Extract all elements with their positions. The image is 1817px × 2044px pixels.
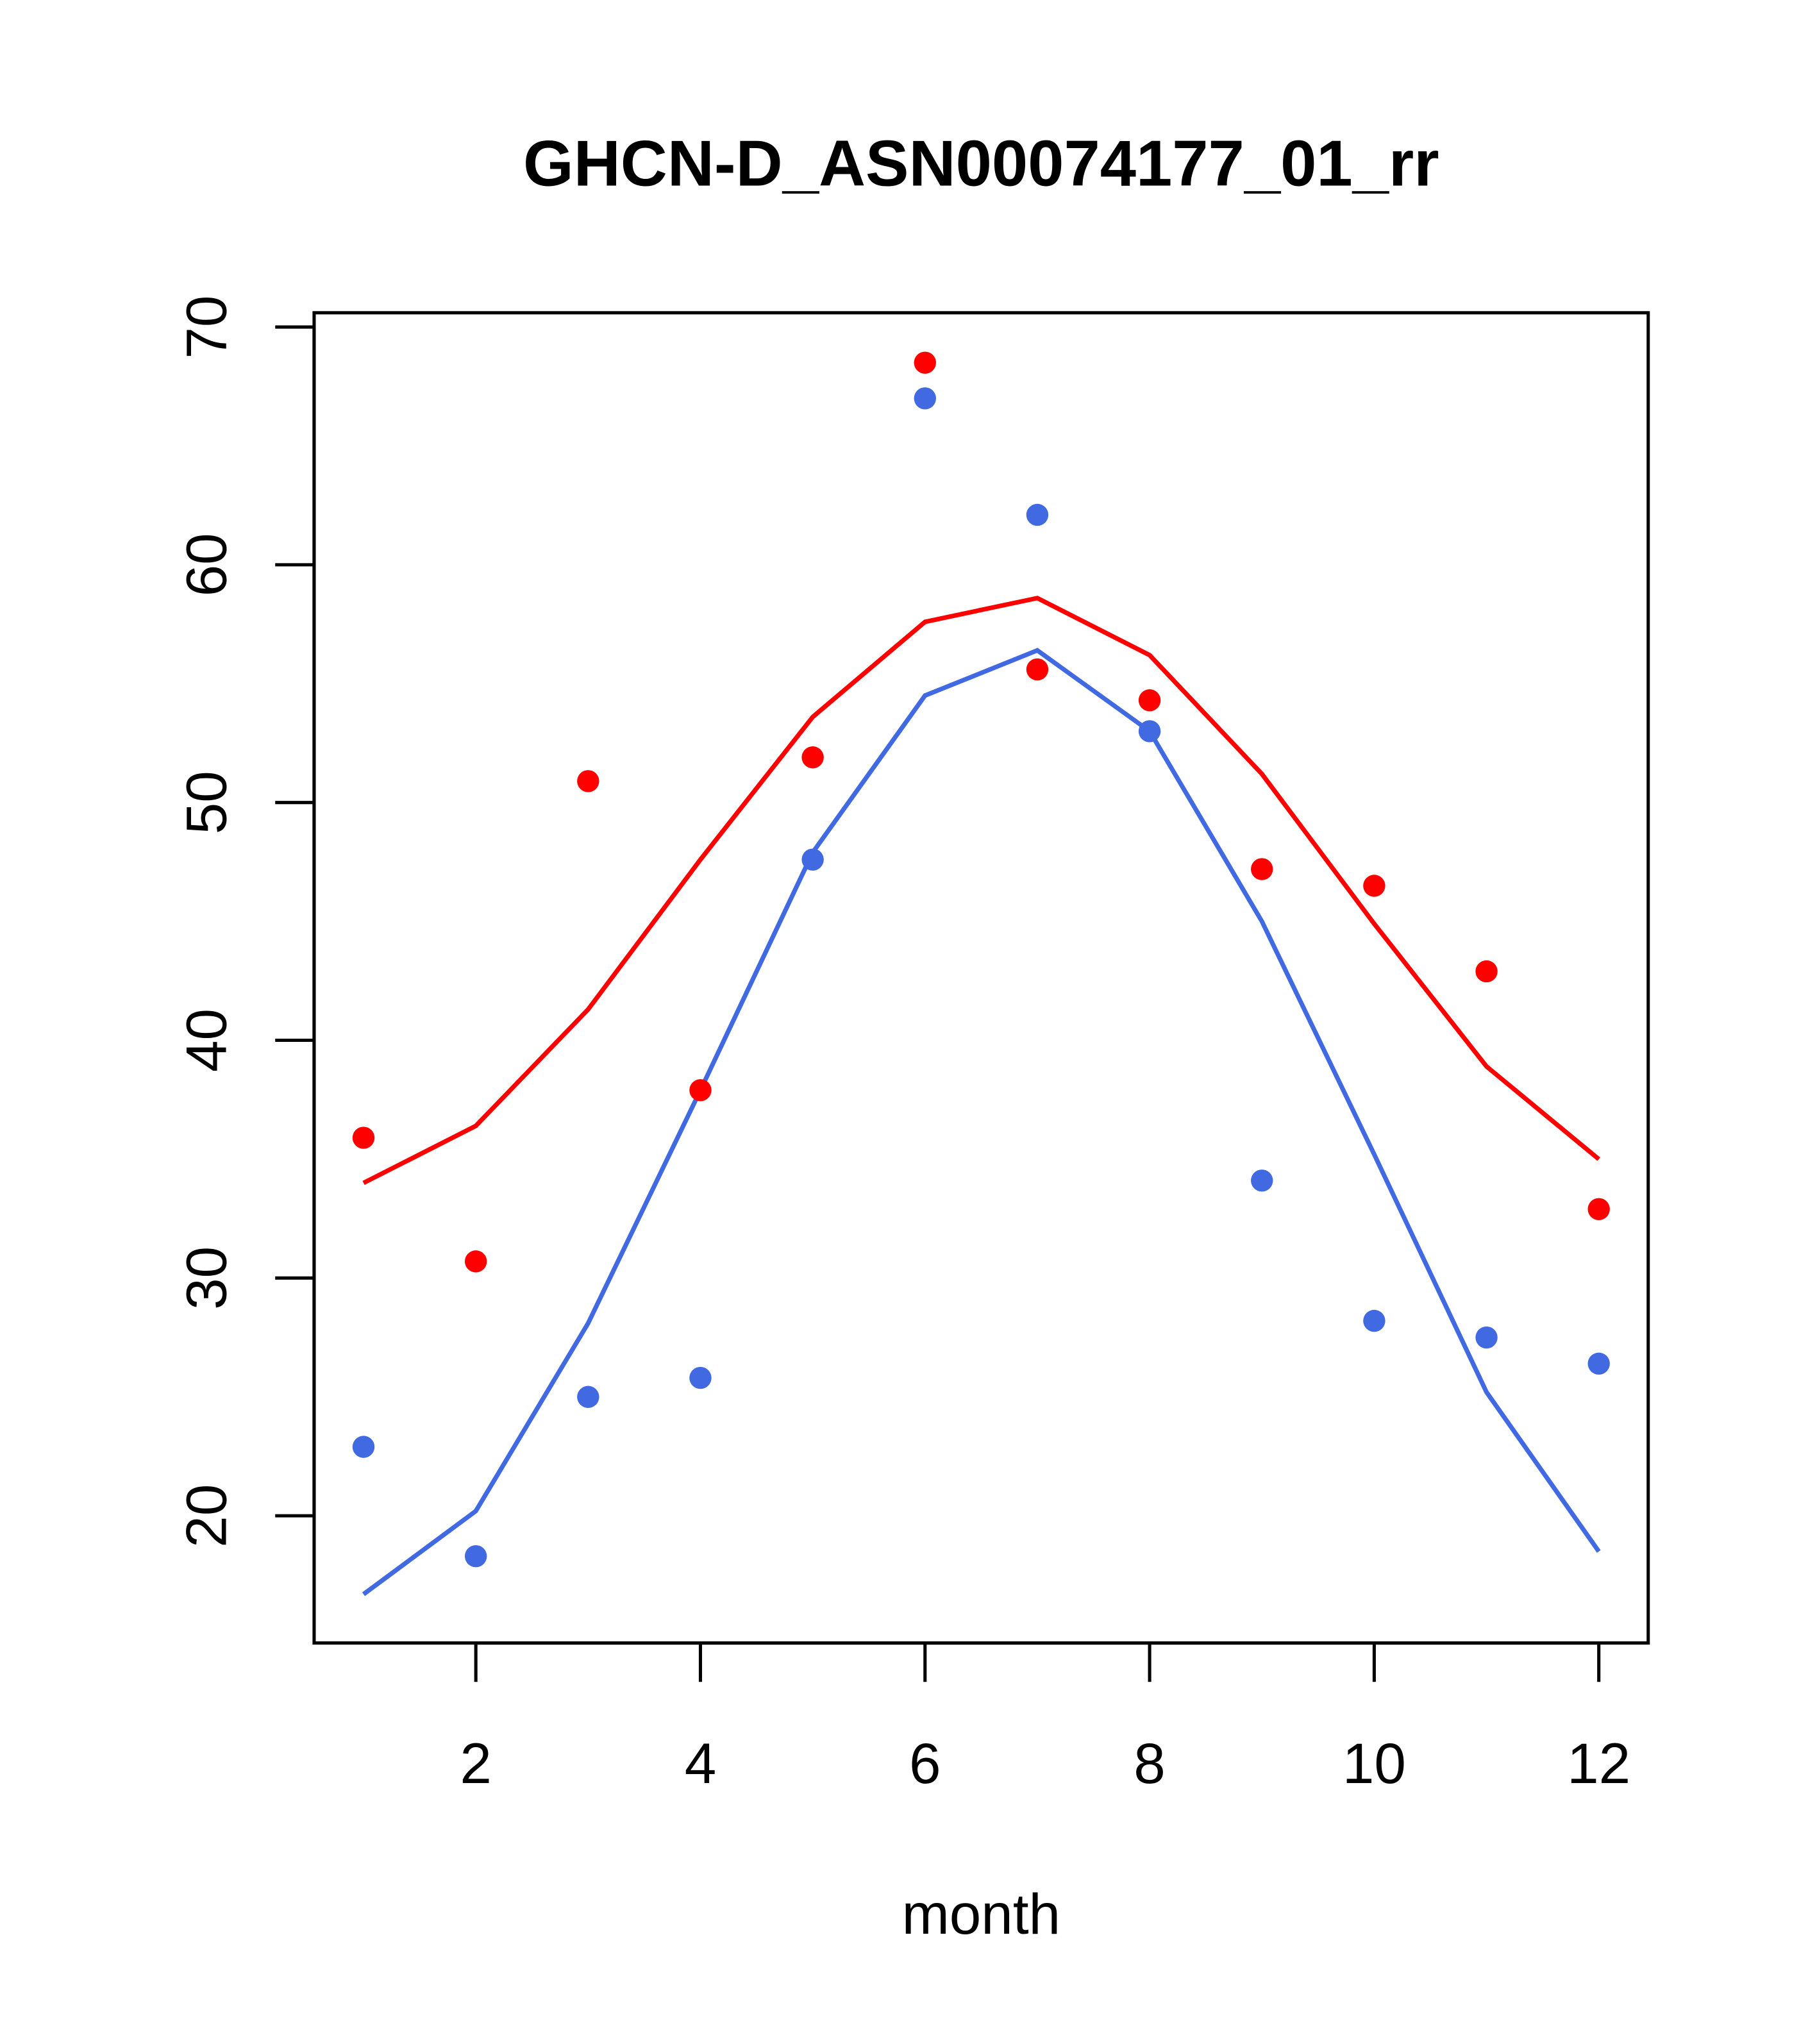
blue-point <box>1138 720 1161 742</box>
y-tick-label: 50 <box>174 771 238 834</box>
red-point <box>1251 858 1273 880</box>
red-point <box>577 770 599 792</box>
blue-point <box>352 1436 375 1458</box>
y-tick-label: 60 <box>174 533 238 596</box>
x-tick-label: 2 <box>460 1731 492 1795</box>
red-point <box>1026 658 1049 681</box>
x-tick-label: 10 <box>1343 1731 1406 1795</box>
x-tick-label: 6 <box>909 1731 941 1795</box>
x-axis: 2 4 6 8 10 12 <box>460 1641 1630 1795</box>
blue-point <box>914 387 936 410</box>
red-point <box>689 1079 712 1102</box>
blue-point <box>577 1386 599 1408</box>
chart-title: GHCN-D_ASN00074177_01_rr <box>523 127 1439 199</box>
red-point <box>1587 1198 1610 1221</box>
blue-point <box>801 848 824 871</box>
blue-point <box>689 1366 712 1389</box>
x-axis-label: month <box>902 1882 1061 1946</box>
red-point <box>801 746 824 769</box>
series-layer <box>352 351 1610 1596</box>
y-tick-label: 40 <box>174 1009 238 1072</box>
red-point <box>1475 960 1498 983</box>
red-point <box>1363 875 1386 897</box>
red-line-series <box>362 596 1600 1185</box>
y-tick-label: 30 <box>174 1246 238 1310</box>
red-point <box>1138 689 1161 712</box>
red-point <box>914 351 936 374</box>
y-axis: 20 30 40 50 60 70 <box>174 296 316 1548</box>
blue-point <box>1587 1352 1610 1375</box>
blue-point <box>1475 1326 1498 1349</box>
blue-point <box>1363 1309 1386 1332</box>
red-point <box>464 1250 487 1273</box>
y-tick-label: 20 <box>174 1484 238 1548</box>
blue-line-series <box>362 648 1601 1596</box>
blue-point <box>1251 1169 1273 1192</box>
blue-point <box>1026 503 1049 526</box>
blue-point <box>464 1545 487 1568</box>
y-tick-label: 70 <box>174 296 238 359</box>
x-tick-label: 8 <box>1134 1731 1166 1795</box>
red-point <box>352 1127 375 1149</box>
x-tick-label: 12 <box>1567 1731 1630 1795</box>
x-tick-label: 4 <box>685 1731 717 1795</box>
